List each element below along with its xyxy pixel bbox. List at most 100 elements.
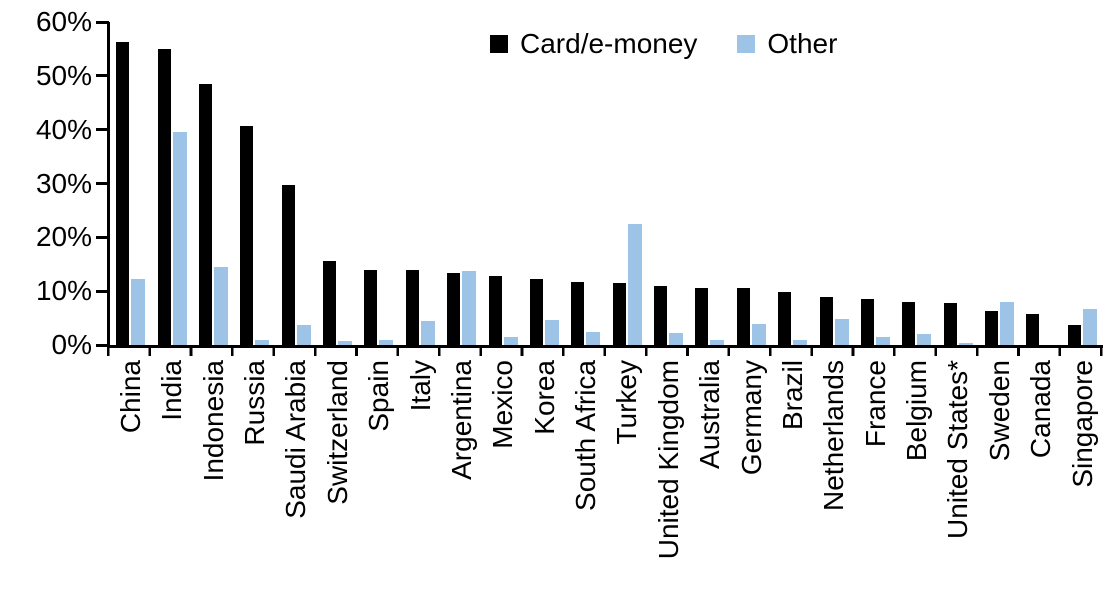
- bar-other-russia: [255, 340, 270, 345]
- bar-card-e-money-china: [116, 41, 130, 345]
- bar-other-spain: [379, 340, 394, 345]
- bar-card-e-money-canada: [1026, 313, 1040, 345]
- y-tick-30: [96, 182, 109, 185]
- bar-group-singapore: [1062, 22, 1103, 345]
- bar-other-france: [875, 336, 890, 345]
- x-label-text-singapore: Singapore: [1066, 360, 1098, 488]
- bar-card-e-money-mexico: [488, 276, 502, 345]
- x-label-text-united-kingdom: United Kingdom: [652, 360, 684, 560]
- bar-group-russia: [234, 22, 275, 345]
- bar-group-spain: [358, 22, 399, 345]
- bar-card-e-money-united-states: [943, 303, 957, 345]
- bar-other-belgium: [917, 334, 932, 345]
- x-label-saudi-arabia: Saudi Arabia: [276, 360, 317, 590]
- x-label-text-france: France: [859, 360, 891, 448]
- bar-card-e-money-germany: [736, 288, 750, 345]
- y-tick-10: [96, 289, 109, 293]
- bar-group-united-states: [938, 22, 979, 345]
- bar-group-australia: [689, 22, 730, 345]
- y-tick-label-30: 30%: [35, 167, 92, 199]
- chart-legend: Card/e-money Other: [490, 28, 837, 60]
- bar-group-south-africa: [565, 22, 606, 345]
- bar-card-e-money-russia: [240, 126, 254, 345]
- bar-card-e-money-australia: [695, 287, 709, 345]
- x-label-germany: Germany: [731, 360, 772, 590]
- bar-other-argentina: [462, 271, 477, 345]
- y-tick-40: [96, 128, 109, 132]
- x-axis-ticks: [107, 348, 1103, 356]
- x-label-australia: Australia: [689, 360, 730, 590]
- bar-other-saudi-arabia: [296, 325, 311, 345]
- legend-label-card-e-money: Card/e-money: [520, 28, 698, 59]
- x-label-netherlands: Netherlands: [813, 360, 854, 590]
- bar-card-e-money-singapore: [1067, 325, 1081, 345]
- bar-group-united-kingdom: [648, 22, 689, 345]
- x-label-singapore: Singapore: [1062, 360, 1103, 590]
- bar-group-netherlands: [813, 22, 854, 345]
- bar-card-e-money-belgium: [902, 302, 916, 345]
- x-label-korea: Korea: [524, 360, 565, 590]
- y-tick-60: [96, 20, 109, 24]
- bar-other-turkey: [627, 224, 642, 345]
- y-tick-label-50: 50%: [35, 59, 92, 91]
- x-label-china: China: [110, 360, 151, 590]
- bar-group-korea: [524, 22, 565, 345]
- bar-group-canada: [1020, 22, 1061, 345]
- x-label-text-brazil: Brazil: [776, 360, 808, 431]
- bar-other-singapore: [1082, 309, 1097, 345]
- legend-item-card-e-money: Card/e-money: [490, 28, 697, 60]
- bar-card-e-money-india: [157, 48, 171, 345]
- y-tick-label-20: 20%: [35, 221, 92, 253]
- x-label-text-germany: Germany: [735, 360, 767, 476]
- bar-card-e-money-south-africa: [571, 282, 585, 345]
- x-label-text-china: China: [114, 360, 146, 434]
- x-label-text-australia: Australia: [694, 360, 726, 469]
- bar-group-italy: [400, 22, 441, 345]
- x-label-text-india: India: [156, 360, 188, 421]
- x-label-text-argentina: Argentina: [445, 360, 477, 480]
- legend-label-other: Other: [767, 28, 838, 59]
- x-label-turkey: Turkey: [607, 360, 648, 590]
- y-tick-label-40: 40%: [35, 113, 92, 145]
- bar-other-germany: [751, 324, 766, 345]
- x-label-italy: Italy: [400, 360, 441, 590]
- x-label-text-italy: Italy: [404, 360, 436, 412]
- x-label-text-belgium: Belgium: [901, 360, 933, 462]
- x-label-text-russia: Russia: [239, 360, 271, 446]
- bar-other-united-kingdom: [669, 332, 684, 345]
- x-label-indonesia: Indonesia: [193, 360, 234, 590]
- bar-card-e-money-spain: [364, 269, 378, 345]
- y-tick-50: [96, 74, 109, 78]
- bar-other-india: [172, 132, 187, 345]
- x-label-text-indonesia: Indonesia: [197, 360, 229, 482]
- x-label-text-korea: Korea: [528, 360, 560, 435]
- legend-swatch-other-icon: [737, 35, 756, 53]
- bar-other-korea: [544, 319, 559, 345]
- x-label-united-kingdom: United Kingdom: [648, 360, 689, 590]
- bar-group-france: [855, 22, 896, 345]
- bar-other-switzerland: [338, 341, 353, 345]
- x-label-argentina: Argentina: [441, 360, 482, 590]
- x-label-text-netherlands: Netherlands: [818, 360, 850, 511]
- bar-card-e-money-switzerland: [323, 261, 337, 345]
- bar-other-sweden: [1000, 301, 1015, 345]
- y-tick-label-10: 10%: [35, 275, 92, 307]
- bar-group-argentina: [441, 22, 482, 345]
- x-label-united-states: United States*: [938, 360, 979, 590]
- bar-card-e-money-brazil: [778, 292, 792, 345]
- bar-card-e-money-netherlands: [819, 296, 833, 345]
- x-label-text-saudi-arabia: Saudi Arabia: [280, 360, 312, 519]
- plot-area: [107, 22, 1103, 348]
- x-label-text-mexico: Mexico: [487, 360, 519, 449]
- x-label-belgium: Belgium: [896, 360, 937, 590]
- bar-card-e-money-united-kingdom: [654, 286, 668, 345]
- bar-card-e-money-italy: [405, 270, 419, 345]
- x-label-switzerland: Switzerland: [317, 360, 358, 590]
- x-label-text-turkey: Turkey: [611, 360, 643, 445]
- y-tick-label-60: 60%: [35, 6, 92, 37]
- bar-other-south-africa: [586, 331, 601, 345]
- x-label-canada: Canada: [1020, 360, 1061, 590]
- bar-other-netherlands: [834, 318, 849, 345]
- bar-group-mexico: [482, 22, 523, 345]
- bar-group-china: [110, 22, 151, 345]
